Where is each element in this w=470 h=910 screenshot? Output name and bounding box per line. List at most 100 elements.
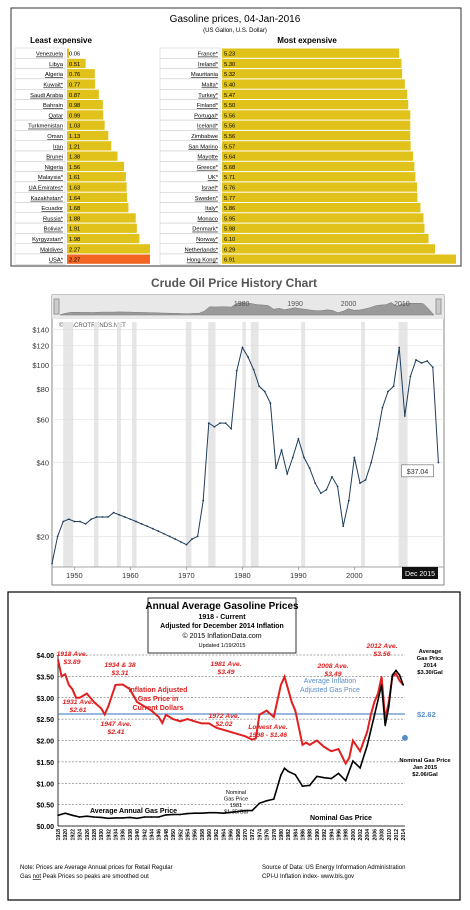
least-label-cell — [14, 253, 66, 265]
x-tick-label: 1974 — [257, 829, 263, 841]
navigator-series — [59, 302, 435, 316]
x-tick-label: 1926 — [85, 829, 91, 841]
crude-oil-chart: Crude Oil Price History Chart 1980 1990 20… — [32, 276, 445, 586]
nominal-price-point — [251, 809, 253, 812]
least-value-label: 2.27 — [69, 258, 80, 264]
least-bar — [67, 213, 136, 223]
inflation-adjusted-label: Current Dollars — [133, 705, 184, 712]
crude-oil-point — [314, 482, 317, 485]
adjusted-price-point — [165, 714, 167, 716]
x-tick-label: 2002 — [358, 829, 364, 841]
recession-band — [398, 322, 408, 567]
adjusted-price-point — [344, 762, 347, 765]
nominal-price-point — [366, 744, 369, 747]
most-bar — [222, 58, 402, 69]
crude-oil-point — [196, 535, 199, 538]
least-bar — [67, 151, 118, 161]
least-value-label: 0.99 — [69, 113, 80, 119]
crude-oil-point — [403, 415, 406, 417]
adjusted-price-point — [193, 720, 196, 723]
adjusted-price-point — [229, 731, 232, 733]
crude-oil-point — [291, 456, 294, 459]
most-bar — [222, 48, 400, 58]
least-country-label: Venezuela — [36, 52, 64, 58]
most-country-label: Malta* — [202, 83, 219, 89]
crude-oil-point — [370, 461, 373, 464]
crude-oil-point — [101, 516, 104, 518]
nominal-price-point — [294, 773, 297, 776]
crude-oil-point — [95, 516, 98, 518]
crude-oil-panel: Crude Oil Price History Chart 1980 1990 20… — [0, 270, 470, 588]
navigator-left-handle[interactable] — [53, 298, 60, 315]
most-value-label: 5.47 — [224, 93, 235, 99]
nominal-price-point — [165, 814, 167, 816]
most-country-label: Portugal* — [194, 113, 219, 119]
x-tick-label: 1986 — [301, 829, 307, 841]
most-country-label: Norway* — [196, 237, 219, 243]
crude-oil-point — [112, 511, 115, 514]
x-tick-label: 1988 — [308, 829, 314, 841]
crude-oil-point — [331, 475, 333, 478]
nominal-price-point — [391, 674, 394, 676]
most-bar — [222, 151, 413, 161]
adjusted-price-point — [290, 701, 293, 703]
x-tick-label: 2000 — [351, 829, 357, 841]
nominal-price-point — [157, 816, 160, 818]
annotation-title: 1981 Ave. — [210, 661, 241, 668]
crude-oil-point — [90, 518, 93, 521]
crude-oil-point — [123, 516, 126, 518]
adjusted-price-point — [161, 722, 164, 724]
recession-band — [208, 322, 216, 567]
crude-oil-point — [392, 385, 395, 388]
crude-oil-point — [241, 346, 244, 349]
nominal-price-point — [373, 714, 376, 717]
least-bar — [67, 233, 140, 244]
nominal-price-point — [179, 813, 182, 816]
x-tick-label: 1970 — [243, 829, 249, 841]
footer-note-line2-b: not — [33, 874, 42, 880]
x-tick-label: 1962 — [214, 829, 220, 841]
crude-oil-point — [163, 532, 165, 535]
least-country-label: Kuwait* — [43, 83, 63, 89]
nominal-price-point — [287, 770, 289, 773]
most-bar — [222, 172, 416, 182]
most-bar — [222, 110, 411, 120]
navigator-right-handle[interactable] — [435, 298, 442, 315]
inflation-adjusted-label: Inflation Adjusted — [129, 687, 188, 694]
nominal-price-point — [85, 815, 88, 817]
x-tick-label: 1952 — [178, 829, 184, 841]
crude-oil-point — [280, 449, 283, 452]
footer-note-line2-a: Gas — [20, 874, 33, 880]
adjusted-price-point — [78, 696, 81, 699]
least-value-label: 1.03 — [69, 124, 80, 130]
crude-oil-point — [308, 467, 311, 469]
adjusted-price-point — [103, 713, 106, 716]
crude-oil-point — [219, 422, 221, 425]
most-country-label: Greece* — [197, 165, 219, 171]
x-tick-label: 1938 — [128, 829, 134, 841]
x-tick-label: 2014 — [401, 829, 407, 841]
crude-oil-point — [73, 520, 76, 523]
x-tick-label: 2004 — [365, 829, 371, 841]
crude-oil-frame — [51, 294, 445, 586]
nominal-price-point — [384, 724, 387, 727]
recession-band — [116, 322, 121, 567]
recession-band — [63, 322, 74, 567]
nominal-1981-label: 1981 — [230, 803, 242, 809]
adjusted-price-point — [179, 720, 182, 723]
x-tick-label: 1982 — [286, 829, 292, 841]
crude-oil-point — [303, 456, 305, 459]
annotation-value: $3.49 — [216, 669, 234, 676]
most-country-label: UK* — [208, 175, 219, 181]
nominal-gas-price-label: Nominal Gas Price — [310, 815, 372, 822]
least-bar — [67, 79, 96, 89]
annotation-value: $2.02 — [214, 721, 232, 728]
crude-oil-point — [319, 492, 322, 495]
nominal-price-point — [114, 817, 117, 819]
least-country-label: Turkmenistan — [28, 124, 63, 130]
crude-oil-point — [353, 456, 356, 459]
adjusted-price-point — [136, 701, 138, 703]
least-value-label: 1.88 — [69, 216, 80, 222]
x-tick-label: 1978 — [272, 829, 278, 841]
x-tick-label: 1990 — [290, 571, 307, 580]
